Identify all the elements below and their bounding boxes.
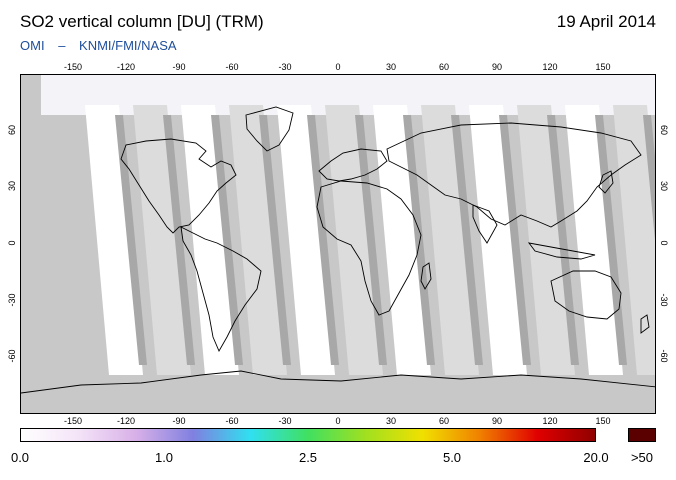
colorbar-label: 2.5 [298, 450, 318, 465]
swath-overlap [547, 115, 579, 365]
lon-tick-bottom: 30 [385, 416, 397, 426]
lon-tick-top: -90 [172, 62, 186, 72]
lon-tick-bottom: -30 [278, 416, 292, 426]
lon-tick-top: -150 [63, 62, 83, 72]
orbit-swath [85, 105, 143, 375]
asia-coast [386, 122, 642, 228]
instrument-label: OMI [20, 38, 45, 53]
lon-tick-bottom: -60 [225, 416, 239, 426]
lon-tick-top: 90 [491, 62, 503, 72]
lon-tick-top: -30 [278, 62, 292, 72]
south-america-coast [180, 226, 262, 353]
map-subtitle: OMI – KNMI/FMI/NASA [20, 38, 187, 53]
colorbar-label: 5.0 [442, 450, 462, 465]
lon-tick-bottom: -120 [116, 416, 136, 426]
map-date: 19 April 2014 [556, 12, 656, 31]
world-map [20, 74, 656, 414]
lon-tick-top: 120 [542, 62, 558, 72]
swath-overlap [355, 115, 387, 365]
orbit-swath [469, 105, 527, 375]
lon-tick-top: 150 [595, 62, 611, 72]
swath-overlap [643, 115, 655, 240]
new-zealand-coast [640, 314, 650, 334]
land-masses [21, 106, 655, 394]
india-coast [472, 204, 498, 244]
japan-coast [598, 170, 614, 194]
swath-overlap [211, 115, 243, 365]
orbit-swath [325, 105, 383, 375]
lat-tick-right: 0 [659, 240, 669, 246]
madagascar-coast [420, 262, 432, 290]
lat-tick-right: 30 [659, 181, 669, 192]
map-canvas [21, 75, 655, 413]
lon-tick-bottom: -150 [63, 416, 83, 426]
europe-coast [318, 148, 388, 182]
lat-tick-left: -30 [7, 293, 17, 307]
lon-tick-top: -120 [116, 62, 136, 72]
lon-tick-bottom: -90 [172, 416, 186, 426]
lat-tick-left: 30 [7, 181, 17, 192]
indonesia-coast [527, 242, 596, 260]
lon-tick-top: 0 [335, 62, 341, 72]
africa-coast [316, 180, 422, 316]
map-title: SO2 vertical column [DU] (TRM) [20, 12, 264, 31]
lon-tick-bottom: 150 [595, 416, 611, 426]
lon-tick-top: 60 [438, 62, 450, 72]
orbit-swaths [41, 75, 655, 375]
swath-overlap [307, 115, 339, 365]
agencies-label: KNMI/FMI/NASA [79, 38, 177, 53]
lat-tick-left: 60 [7, 124, 17, 135]
swath-overlap [163, 115, 195, 365]
colorbar-label: 20.0 [583, 450, 609, 465]
swath-overlap [259, 115, 291, 365]
greenland-coast [245, 106, 294, 152]
swath-overlap [451, 115, 483, 365]
lon-tick-bottom: 90 [491, 416, 503, 426]
orbit-swath [613, 105, 655, 375]
lat-tick-left: -60 [7, 349, 17, 363]
north-america-coast [120, 138, 237, 234]
orbit-swath [517, 105, 575, 375]
orbit-swath [373, 105, 431, 375]
lat-tick-right: 60 [659, 124, 669, 135]
lon-tick-bottom: 120 [542, 416, 558, 426]
lat-tick-right: -60 [659, 349, 669, 363]
separator: – [58, 38, 66, 53]
colorbar-label: 0.0 [10, 450, 30, 465]
lon-tick-bottom: 0 [335, 416, 341, 426]
colorbar [20, 428, 596, 442]
orbit-swath [565, 105, 623, 375]
lat-tick-left: 0 [7, 240, 17, 246]
orbit-swath [277, 105, 335, 375]
orbit-swath [133, 105, 191, 375]
swath-overlap [403, 115, 435, 365]
orbit-swath [181, 105, 239, 375]
orbit-swath [421, 105, 479, 375]
colorbar-label: 1.0 [154, 450, 174, 465]
orbit-swath [229, 105, 287, 375]
lon-tick-bottom: 60 [438, 416, 450, 426]
lat-tick-right: -30 [659, 293, 669, 307]
swath-overlap [595, 115, 627, 365]
swath-overlap [499, 115, 531, 365]
swath-overlap [115, 115, 147, 365]
lon-tick-top: -60 [225, 62, 239, 72]
overflow-swatch [628, 428, 656, 442]
antarctica-coast [21, 370, 655, 394]
australia-coast [550, 270, 622, 320]
lon-tick-top: 30 [385, 62, 397, 72]
overflow-label: >50 [630, 450, 654, 465]
